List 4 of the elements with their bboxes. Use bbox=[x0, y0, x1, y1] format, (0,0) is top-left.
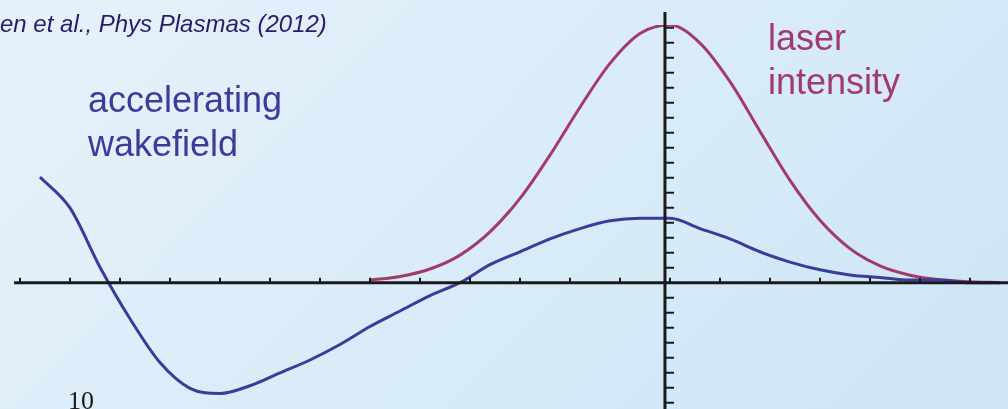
series-label: laser intensity bbox=[768, 17, 901, 102]
annotation: 10 bbox=[68, 386, 94, 409]
annotation: en et al., Phys Plasmas (2012) bbox=[0, 10, 327, 37]
series-label: accelerating wakefield bbox=[87, 79, 283, 164]
